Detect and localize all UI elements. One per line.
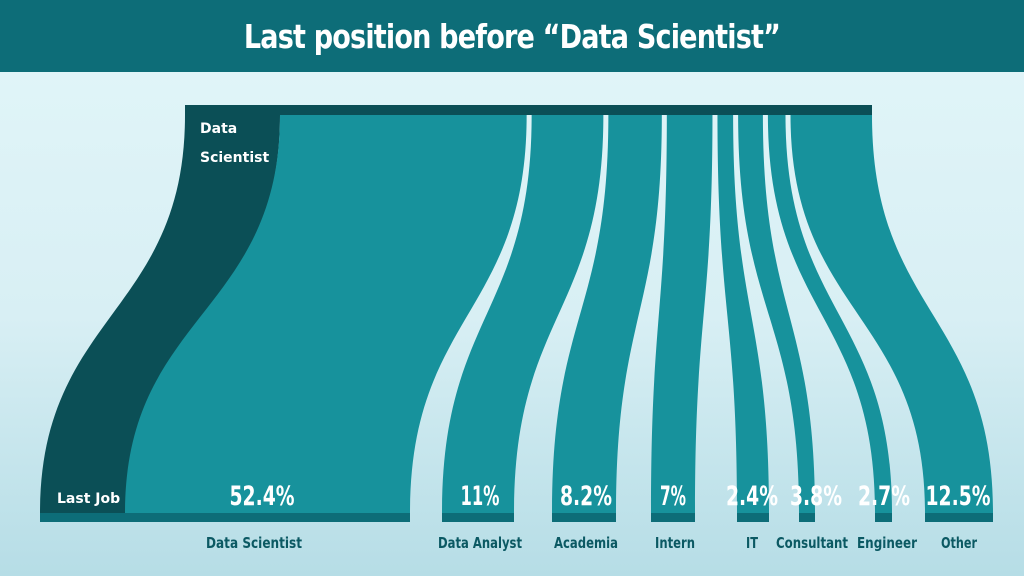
value-label-other: 12.5% — [926, 481, 991, 512]
value-label-data-scientist: 52.4% — [230, 481, 295, 512]
category-label-intern: Intern — [655, 534, 695, 552]
target-bar-intern — [651, 513, 695, 522]
category-label-other: Other — [941, 534, 977, 552]
category-label-consultant: Consultant — [776, 534, 848, 552]
value-label-engineer: 2.7% — [858, 481, 910, 512]
target-bar-engineer — [875, 513, 892, 522]
target-bar-consultant — [799, 513, 815, 522]
target-bar-data-scientist — [40, 513, 410, 522]
category-label-it: IT — [746, 534, 759, 552]
category-labels-layer: Data Scientist Data Analyst Academia Intern… — [206, 534, 977, 552]
value-label-data-analyst: 11% — [461, 481, 500, 512]
target-group-label: Last Job — [57, 491, 120, 507]
target-bars-layer — [40, 513, 993, 522]
flows-layer — [40, 115, 993, 513]
value-label-academia: 8.2% — [560, 481, 612, 512]
source-label-line-2: Scientist — [200, 150, 269, 166]
category-label-data-scientist: Data Scientist — [206, 534, 302, 552]
value-label-it: 2.4% — [726, 481, 778, 512]
target-bar-academia — [552, 513, 616, 522]
source-bar — [185, 105, 872, 115]
target-bar-it — [737, 513, 769, 522]
value-label-intern: 7% — [660, 481, 686, 512]
category-label-academia: Academia — [554, 534, 618, 552]
category-label-engineer: Engineer — [857, 534, 917, 552]
value-label-consultant: 3.8% — [790, 481, 842, 512]
source-label-line-1: Data — [200, 121, 237, 137]
category-label-data-analyst: Data Analyst — [438, 534, 522, 552]
target-bar-data-analyst — [442, 513, 514, 522]
flow-other — [791, 115, 994, 513]
target-bar-other — [925, 513, 993, 522]
